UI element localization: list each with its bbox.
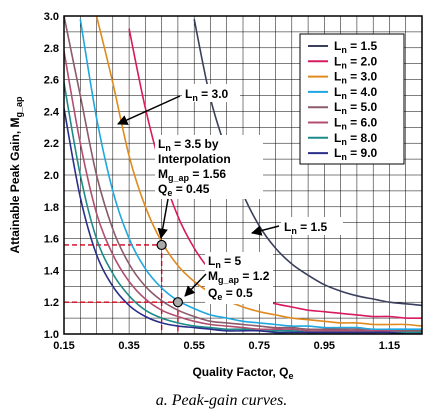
legend-label-ln-9.0: Ln = 9.0 [334,146,378,162]
x-tick-label: 0.95 [314,340,335,352]
curves [64,16,422,334]
legend-label-ln-3.0: Ln = 3.0 [334,70,378,86]
ann-interp-line4: Qe = 0.45 [158,182,210,198]
ann-ln5-arrow [184,273,207,297]
series-line-ln-3.0 [95,16,422,327]
legend-label-ln-2.0: Ln = 2.0 [334,54,378,70]
operating-point-2 [172,297,184,308]
legend-label-ln-8.0: Ln = 8.0 [334,131,378,147]
x-tick-labels: 0.15 0.35 0.55 0.75 0.95 1.15 [53,340,400,352]
ann-ln15-bg [281,217,343,235]
plot-frame [63,15,423,335]
ann-interp-bg [155,135,263,199]
ann-ln30-bg [182,84,240,102]
guide-lines [64,244,179,334]
series-line-ln-6.0 [64,50,422,334]
y-tick-label: 1.6 [44,234,59,246]
y-tick-label: 2.6 [44,75,59,87]
ann-ln5-line2: Mg_ap = 1.2 [208,269,270,285]
ann-ln15-label: Ln = 1.5 [284,220,328,236]
series-line-ln-9.0 [64,108,422,334]
y-tick-label: 1.0 [44,329,59,341]
y-axis-title: Attainable Peak Gain, Mg_ap [8,96,24,254]
ann-ln5-bg [205,252,273,304]
legend-label-ln-6.0: Ln = 6.0 [334,116,378,132]
operating-point-1 [156,239,167,251]
legend: Ln = 1.5Ln = 2.0Ln = 3.0Ln = 4.0Ln = 5.0… [299,33,405,165]
annotations: Ln = 3.0 Ln = 3.5 by Interpolation Mg_ap… [117,84,343,304]
ann-ln15-arrow [250,225,280,236]
x-tick-label: 0.75 [249,340,270,352]
y-tick-label: 3.0 [44,11,59,23]
x-axis-title: Quality Factor, Qe [192,365,293,381]
ann-interp-line2: Interpolation [158,152,231,166]
y-tick-label: 2.0 [44,170,59,182]
peak-gain-chart: 0.15 0.35 0.55 0.75 0.95 1.15 1.0 1.2 1.4 1.6 1.8… [8,11,423,381]
figure-caption: a. Peak-gain curves. [155,392,288,409]
legend-label-ln-1.5: Ln = 1.5 [334,39,378,55]
y-tick-label: 2.2 [44,138,59,150]
ann-interp-line3: Mg_ap = 1.56 [158,167,226,183]
legend-label-ln-4.0: Ln = 4.0 [334,85,378,101]
ann-interp-arrow [157,198,169,240]
ann-ln5-line3: Qe = 0.5 [208,286,253,302]
x-tick-label: 0.35 [118,340,139,352]
y-tick-label: 1.8 [44,202,59,214]
legend-box [299,33,405,165]
ann-ln5-line1: Ln = 5 [208,254,242,270]
series-line-ln-5.0 [64,16,422,332]
y-tick-label: 2.8 [44,43,59,55]
operating-points [156,239,184,308]
y-tick-label: 1.4 [44,265,60,277]
y-tick-label: 1.2 [44,297,59,309]
x-tick-label: 0.55 [183,340,204,352]
ann-interp-line1: Ln = 3.5 by [158,137,219,153]
series-line-ln-4.0 [79,19,422,331]
series-line-ln-2.0 [128,28,422,320]
ann-ln30-label: Ln = 3.0 [185,87,229,103]
x-tick-label: 1.15 [379,340,400,352]
legend-label-ln-5.0: Ln = 5.0 [334,100,378,116]
x-tick-label: 0.15 [53,340,74,352]
y-tick-label: 2.4 [44,106,60,118]
y-tick-labels: 1.0 1.2 1.4 1.6 1.8 2.0 2.2 2.4 2.6 2.8 3.0 [44,11,60,341]
ann-ln30-arrow [117,95,181,125]
